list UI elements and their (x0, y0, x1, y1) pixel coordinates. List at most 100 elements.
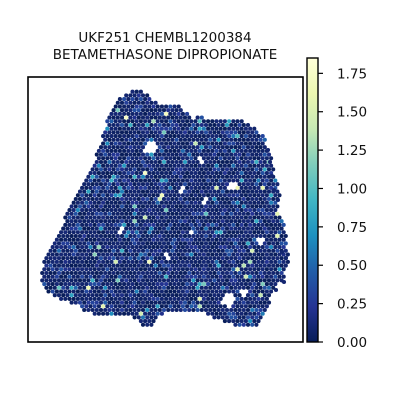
tissue-spot (185, 119, 190, 124)
tissue-spot (126, 289, 131, 294)
tissue-spot (197, 148, 202, 153)
tissue-spot (252, 134, 257, 139)
tissue-spot (113, 148, 118, 153)
tissue-spot (119, 263, 125, 268)
tissue-spot (105, 185, 110, 190)
tissue-spot (109, 222, 114, 227)
tissue-spot (241, 300, 246, 305)
tissue-spot (212, 137, 217, 142)
tissue-spot (252, 267, 257, 272)
tissue-spot (50, 282, 55, 287)
tissue-spot (250, 293, 255, 298)
tissue-spot (105, 215, 110, 220)
tissue-spot (243, 148, 248, 153)
tissue-spot (227, 148, 232, 153)
tissue-spot (124, 122, 129, 128)
tissue-spot (222, 193, 227, 198)
tissue-spot (54, 259, 59, 264)
tissue-spot (151, 274, 156, 279)
tissue-spot (63, 215, 68, 220)
tissue-spot (155, 259, 160, 264)
tissue-spot (199, 189, 204, 194)
tissue-spot (65, 270, 70, 276)
tissue-spot (159, 304, 164, 309)
tissue-spot (86, 189, 91, 194)
tissue-spot (277, 230, 282, 235)
tissue-spot (109, 156, 114, 161)
tissue-spot (260, 148, 265, 153)
tissue-spot (122, 171, 127, 176)
tissue-spot (212, 159, 217, 165)
tissue-spot (195, 204, 200, 209)
tissue-spot (180, 148, 185, 153)
tissue-spot (233, 315, 238, 320)
tissue-spot (151, 134, 156, 139)
tissue-spot (77, 293, 83, 298)
tissue-spot (176, 208, 181, 213)
tissue-spot (134, 156, 139, 161)
tissue-spot (193, 193, 198, 198)
tissue-spot (216, 145, 221, 150)
tissue-spot (149, 122, 154, 128)
tissue-spot (145, 211, 150, 216)
tissue-spot (231, 289, 236, 294)
tissue-spot (235, 171, 240, 176)
tissue-spot (130, 259, 135, 264)
tissue-spot (197, 141, 202, 146)
tissue-spot (155, 111, 160, 116)
tissue-spot (147, 282, 152, 287)
tissue-spot (80, 289, 85, 294)
tissue-spot (155, 222, 160, 227)
tissue-spot (210, 311, 215, 316)
tissue-spot (94, 278, 99, 283)
tissue-spot (149, 115, 154, 120)
tissue-spot (80, 282, 85, 287)
tissue-spot (262, 278, 267, 283)
tissue-spot (124, 145, 129, 150)
tissue-spot (88, 178, 93, 183)
tissue-spot (155, 208, 160, 213)
tissue-spot (172, 200, 177, 205)
tissue-spot (138, 237, 143, 242)
tissue-spot (227, 259, 232, 264)
tissue-spot (159, 193, 164, 198)
tissue-spot (166, 270, 171, 276)
tissue-spot (128, 307, 133, 313)
tissue-spot (145, 300, 150, 305)
tissue-spot (126, 215, 131, 220)
tissue-spot (172, 171, 177, 176)
tissue-spot (136, 167, 141, 172)
tissue-spot (174, 108, 179, 113)
tissue-spot (50, 259, 55, 264)
tissue-spot (157, 137, 162, 142)
tissue-spot (98, 233, 104, 239)
tissue-spot (73, 241, 78, 246)
colorbar-tick-label: 1.00 (337, 181, 367, 197)
tissue-spot (260, 134, 265, 139)
tissue-spot (266, 204, 272, 209)
tissue-spot (119, 256, 125, 261)
tissue-spot (140, 300, 146, 305)
tissue-spot (250, 226, 255, 231)
tissue-spot (174, 189, 179, 194)
tissue-spot (138, 282, 143, 287)
tissue-spot (166, 278, 171, 283)
tissue-spot (107, 204, 112, 209)
tissue-spot (193, 119, 198, 124)
tissue-spot (178, 204, 183, 209)
tissue-spot (180, 230, 185, 235)
tissue-spot (197, 185, 202, 190)
tissue-spot (264, 245, 269, 250)
tissue-spot (241, 307, 246, 313)
tissue-spot (128, 241, 133, 246)
tissue-spot (210, 134, 215, 139)
tissue-spot (124, 226, 129, 231)
tissue-spot (128, 145, 133, 150)
tissue-spot (134, 222, 139, 227)
tissue-spot (105, 193, 110, 198)
tissue-spot (266, 300, 272, 305)
tissue-spot (80, 274, 85, 279)
tissue-spot (187, 115, 192, 120)
tissue-spot (161, 182, 167, 187)
tissue-spot (227, 178, 232, 183)
